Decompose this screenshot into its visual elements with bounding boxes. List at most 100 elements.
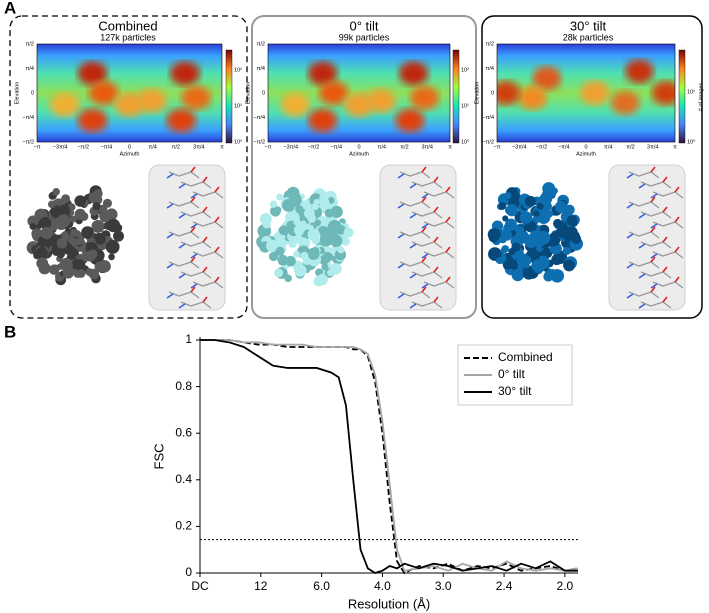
map-lobe [286, 186, 300, 200]
heatmap-blob [49, 92, 80, 117]
model-stick [168, 231, 200, 239]
heatmap-x-tick: 0 [357, 144, 360, 150]
model-stick [411, 211, 443, 219]
heatmap-x-tick: −π/4 [101, 144, 113, 150]
map-lobe [284, 199, 296, 211]
map-lobe [74, 195, 86, 207]
model-atom [421, 226, 427, 233]
map-lobe [276, 193, 283, 201]
x-tick-label: 12 [254, 579, 268, 593]
map-lobe [72, 259, 79, 267]
model-stick [180, 271, 212, 279]
heatmap-x-tick: 0 [128, 144, 131, 150]
model-stick [192, 221, 224, 229]
colorbar [678, 49, 686, 144]
colorbar [452, 49, 460, 144]
map-lobe [307, 228, 320, 241]
model-atom [202, 266, 208, 273]
model-atom [662, 296, 668, 303]
model-atom [662, 266, 668, 273]
model-atom [397, 233, 405, 239]
model-atom [166, 263, 174, 269]
model-stick [628, 231, 660, 239]
map-lobe [67, 245, 75, 253]
map-lobe [277, 254, 289, 266]
heatmap-y-tick: π/4 [486, 66, 494, 72]
map-lobe [571, 233, 582, 244]
map-lobe [294, 264, 307, 277]
model-stick [399, 291, 431, 299]
fsc-curve [200, 339, 579, 572]
heatmap-ylabel: Elevation [14, 82, 20, 105]
model-atom [190, 223, 198, 229]
model-atom [626, 203, 634, 209]
heatmap-xlabel: Azimuth [349, 151, 369, 157]
heatmap-x-tick: −3π/4 [512, 144, 527, 150]
map-lobe [319, 197, 330, 208]
model-atom [166, 233, 174, 239]
map-lobe [511, 242, 521, 252]
model-atom [650, 223, 658, 229]
model-density [608, 164, 686, 311]
model-atom [638, 303, 646, 309]
map-lobe [314, 219, 322, 227]
colorbar-tick: 10¹ [234, 103, 242, 109]
map-lobe [74, 208, 86, 221]
model-atom [421, 283, 429, 289]
heatmap-x-tick: −π [264, 144, 271, 150]
map-lobe [539, 192, 553, 206]
heatmap-x-tick: π/2 [400, 144, 408, 150]
model-stick [168, 261, 200, 269]
map-lobe [284, 274, 292, 283]
map-lobe [511, 268, 524, 282]
model-atom [674, 276, 680, 283]
panel-title: 30° tilt [570, 18, 607, 33]
model-atom [674, 246, 680, 253]
map-lobe [498, 202, 507, 210]
model-atom [626, 173, 634, 179]
model-atom [433, 266, 439, 273]
heatmap-x-tick: −π/4 [558, 144, 570, 150]
map-lobe [69, 215, 77, 223]
model-atom [433, 296, 439, 303]
map-lobe [522, 267, 535, 280]
legend-label: Combined [498, 350, 553, 364]
map-lobe [62, 267, 74, 279]
heatmap-x-tick: 3π/4 [647, 144, 658, 150]
map-lobe [556, 270, 564, 277]
model-atom [445, 186, 451, 193]
map-lobe [504, 205, 515, 215]
model-atom [409, 213, 417, 219]
y-axis-label: FSC [151, 444, 166, 470]
model-atom [626, 233, 634, 239]
model-atom [650, 166, 656, 173]
heatmap-blob [532, 66, 562, 91]
heatmap-x-tick: π/2 [626, 144, 634, 150]
map-lobe [324, 246, 332, 254]
heatmap-blob [308, 108, 338, 133]
model-atom [214, 276, 220, 283]
y-tick-label: 0.8 [175, 379, 192, 393]
map-lobe [88, 268, 100, 280]
heatmap-blob [181, 85, 211, 110]
model-atom [421, 286, 427, 293]
y-tick-label: 0.4 [175, 472, 192, 486]
model-atom [638, 183, 646, 189]
model-stick [411, 271, 443, 279]
map-lobe [516, 253, 530, 267]
model-stick [168, 201, 200, 209]
map-lobe [56, 237, 68, 249]
model-stick [628, 201, 660, 209]
map-lobe [542, 182, 556, 196]
heatmap-frame [496, 43, 676, 143]
map-lobe [496, 256, 504, 265]
model-stick [168, 291, 200, 299]
model-atom [650, 193, 658, 199]
legend-label: 30° tilt [498, 384, 532, 398]
map-lobe [57, 204, 71, 218]
heatmap-blob [497, 81, 521, 105]
model-atom [433, 176, 439, 183]
model-stick [423, 221, 455, 229]
model-atom [421, 193, 429, 199]
